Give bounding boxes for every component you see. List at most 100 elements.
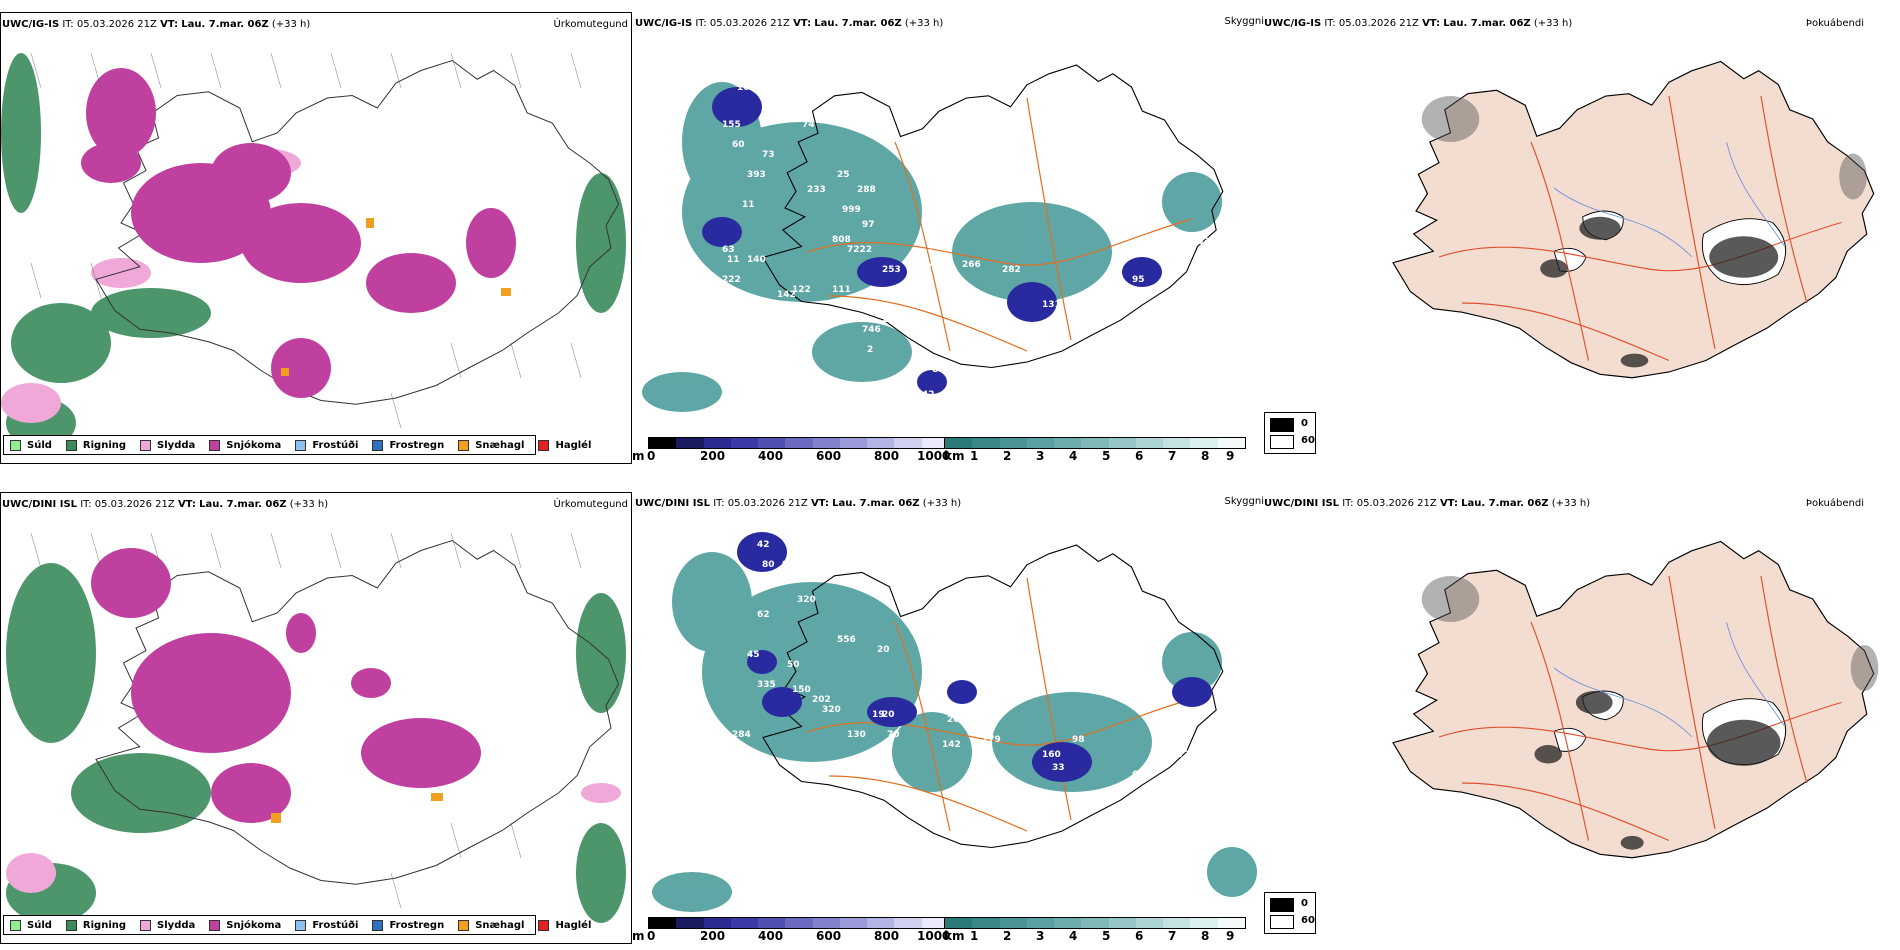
tick-label: 1 xyxy=(970,929,979,943)
colorbar-segment xyxy=(676,438,704,448)
fog-label: 0 xyxy=(1301,418,1308,429)
cloud-base-value-label: 74 xyxy=(802,120,815,130)
cloud-base-unit: m xyxy=(632,929,645,943)
tick-label: 1 xyxy=(970,449,979,463)
tick-label: 9 xyxy=(1226,929,1235,943)
fog-map-top-graphic xyxy=(1392,60,1875,379)
cloud-base-value-label: 20 xyxy=(882,710,895,720)
vt-value: Lau. 7.mar. 06Z xyxy=(1461,498,1549,509)
cloud-base-value-label: 130 xyxy=(847,730,866,740)
lead-time: (+33 h) xyxy=(271,19,311,30)
tick-label: 5 xyxy=(1102,449,1111,463)
cloud-base-value-label: 284 xyxy=(732,730,751,740)
cloud-base-value-label: 282 xyxy=(1002,265,1021,275)
vt-value: Lau. 7.mar. 06Z xyxy=(832,498,920,509)
cloud-base-value-label: 266 xyxy=(962,260,981,270)
tick-label: 1000 xyxy=(917,929,951,943)
cloud-base-value-label: 45 xyxy=(747,650,760,660)
legend-item: Rigning xyxy=(65,439,126,451)
field-name: Skyggni xyxy=(1224,496,1264,507)
cloud-visibility-map-top: 105 148 155 74 60 73 393 233 25 288 11 999 97 808 7222… xyxy=(632,12,1264,464)
colorbar-segment xyxy=(1135,918,1164,928)
cloud-base-value-label: 2 xyxy=(867,345,873,355)
cloud-base-value-label: 105 xyxy=(737,83,756,93)
colorbar-segment xyxy=(730,918,759,928)
it-value: 05.03.2026 21Z xyxy=(709,18,790,29)
colorbar-segment xyxy=(1026,918,1055,928)
cloud-base-value-label: 999 xyxy=(842,205,861,215)
colorbar-segment xyxy=(945,918,973,928)
tick-label: 6 xyxy=(1135,449,1144,463)
cloud-base-value-label: 140 xyxy=(747,255,766,265)
cloud-base-value-label: 42 xyxy=(922,390,935,400)
colorbar-segment xyxy=(1217,438,1245,448)
colorbar-segment xyxy=(785,918,813,928)
tick-label: 4 xyxy=(1069,929,1078,943)
cloud-base-value-label: 746 xyxy=(862,325,881,335)
cloud-base-value-label: 33 xyxy=(1052,763,1065,773)
colorbar-segment xyxy=(945,438,973,448)
tick-label: 3 xyxy=(1036,929,1045,943)
colorbar-segment xyxy=(839,438,868,448)
vt-label: VT: xyxy=(1422,18,1441,29)
cloud-base-value-label: 97 xyxy=(862,220,875,230)
legend-item: Súld xyxy=(10,439,52,451)
cloud-base-value-label: 122 xyxy=(792,285,811,295)
panel-title: UWC/DINI ISL IT: 05.03.2026 21Z VT: Lau.… xyxy=(1264,498,1590,509)
colorbar-segment xyxy=(649,438,677,448)
lead-time: (+33 h) xyxy=(289,499,329,510)
model-name: UWC/DINI ISL xyxy=(635,498,711,509)
cloud-base-value-label: 110 xyxy=(972,715,991,725)
cloud-base-value-label: 11 xyxy=(727,255,740,265)
legend-swatch xyxy=(140,439,152,451)
cloud-base-value-label: 57 xyxy=(707,830,720,840)
colorbar-segment xyxy=(730,438,759,448)
cloud-base-value-label: 320 xyxy=(797,595,816,605)
fog-swatch-60 xyxy=(1270,435,1294,449)
colorbar-segment xyxy=(1217,918,1245,928)
legend-item: Súld xyxy=(10,919,52,931)
it-value: 05.03.2026 21Z xyxy=(1356,498,1437,509)
cloud-base-value-label: 203 xyxy=(947,715,966,725)
it-label: IT: xyxy=(62,19,74,30)
cloud-base-value-label: 386 xyxy=(807,795,826,805)
legend-swatch xyxy=(65,439,77,451)
legend-swatch xyxy=(538,919,550,931)
it-label: IT: xyxy=(713,498,725,509)
it-label: IT: xyxy=(80,499,92,510)
cloud-base-value-label: 36 xyxy=(957,390,970,400)
visibility-unit: km xyxy=(944,449,965,463)
legend-swatch xyxy=(209,919,221,931)
legend-swatch xyxy=(538,439,550,451)
model-name: UWC/IG-IS xyxy=(635,18,693,29)
cloud-base-value-label: 556 xyxy=(837,635,856,645)
fog-label: 60 xyxy=(1301,435,1315,446)
cloud-base-unit: m xyxy=(632,449,645,463)
colorbar-segment xyxy=(703,918,731,928)
colorbar-segment xyxy=(867,918,895,928)
colorbar-segment xyxy=(1026,438,1055,448)
legend-swatch xyxy=(295,439,307,451)
cloud-base-value-label: 87 xyxy=(932,365,945,375)
cloud-base-value-label: 179 xyxy=(982,735,1001,745)
colorbar-segment xyxy=(1190,438,1218,448)
vt-value: Lau. 7.mar. 06Z xyxy=(814,18,902,29)
colorbar-segment xyxy=(785,438,813,448)
colorbar-segment xyxy=(758,438,786,448)
tick-label: 7 xyxy=(1168,929,1177,943)
tick-label: 2 xyxy=(1003,449,1012,463)
legend-swatch xyxy=(65,919,77,931)
fog-legend: 0 60 xyxy=(1264,412,1316,454)
legend-item: Frostúði xyxy=(295,919,358,931)
tick-label: 4 xyxy=(1069,449,1078,463)
visibility-colorbar xyxy=(944,437,1246,449)
cloud-base-value-label: 95 xyxy=(1132,275,1145,285)
vt-label: VT: xyxy=(1439,498,1458,509)
legend-swatch xyxy=(10,919,21,931)
legend-swatch xyxy=(295,919,307,931)
precip-type-map-bottom-graphic xyxy=(1,493,631,943)
precip-type-map-bottom: UWC/DINI ISL IT: 05.03.2026 21Z VT: Lau.… xyxy=(0,492,632,944)
visibility-ticks: km 1 2 3 4 5 6 7 8 9 xyxy=(944,449,1264,465)
colorbar-segment xyxy=(921,438,949,448)
cloud-base-value-label: 288 xyxy=(857,185,876,195)
